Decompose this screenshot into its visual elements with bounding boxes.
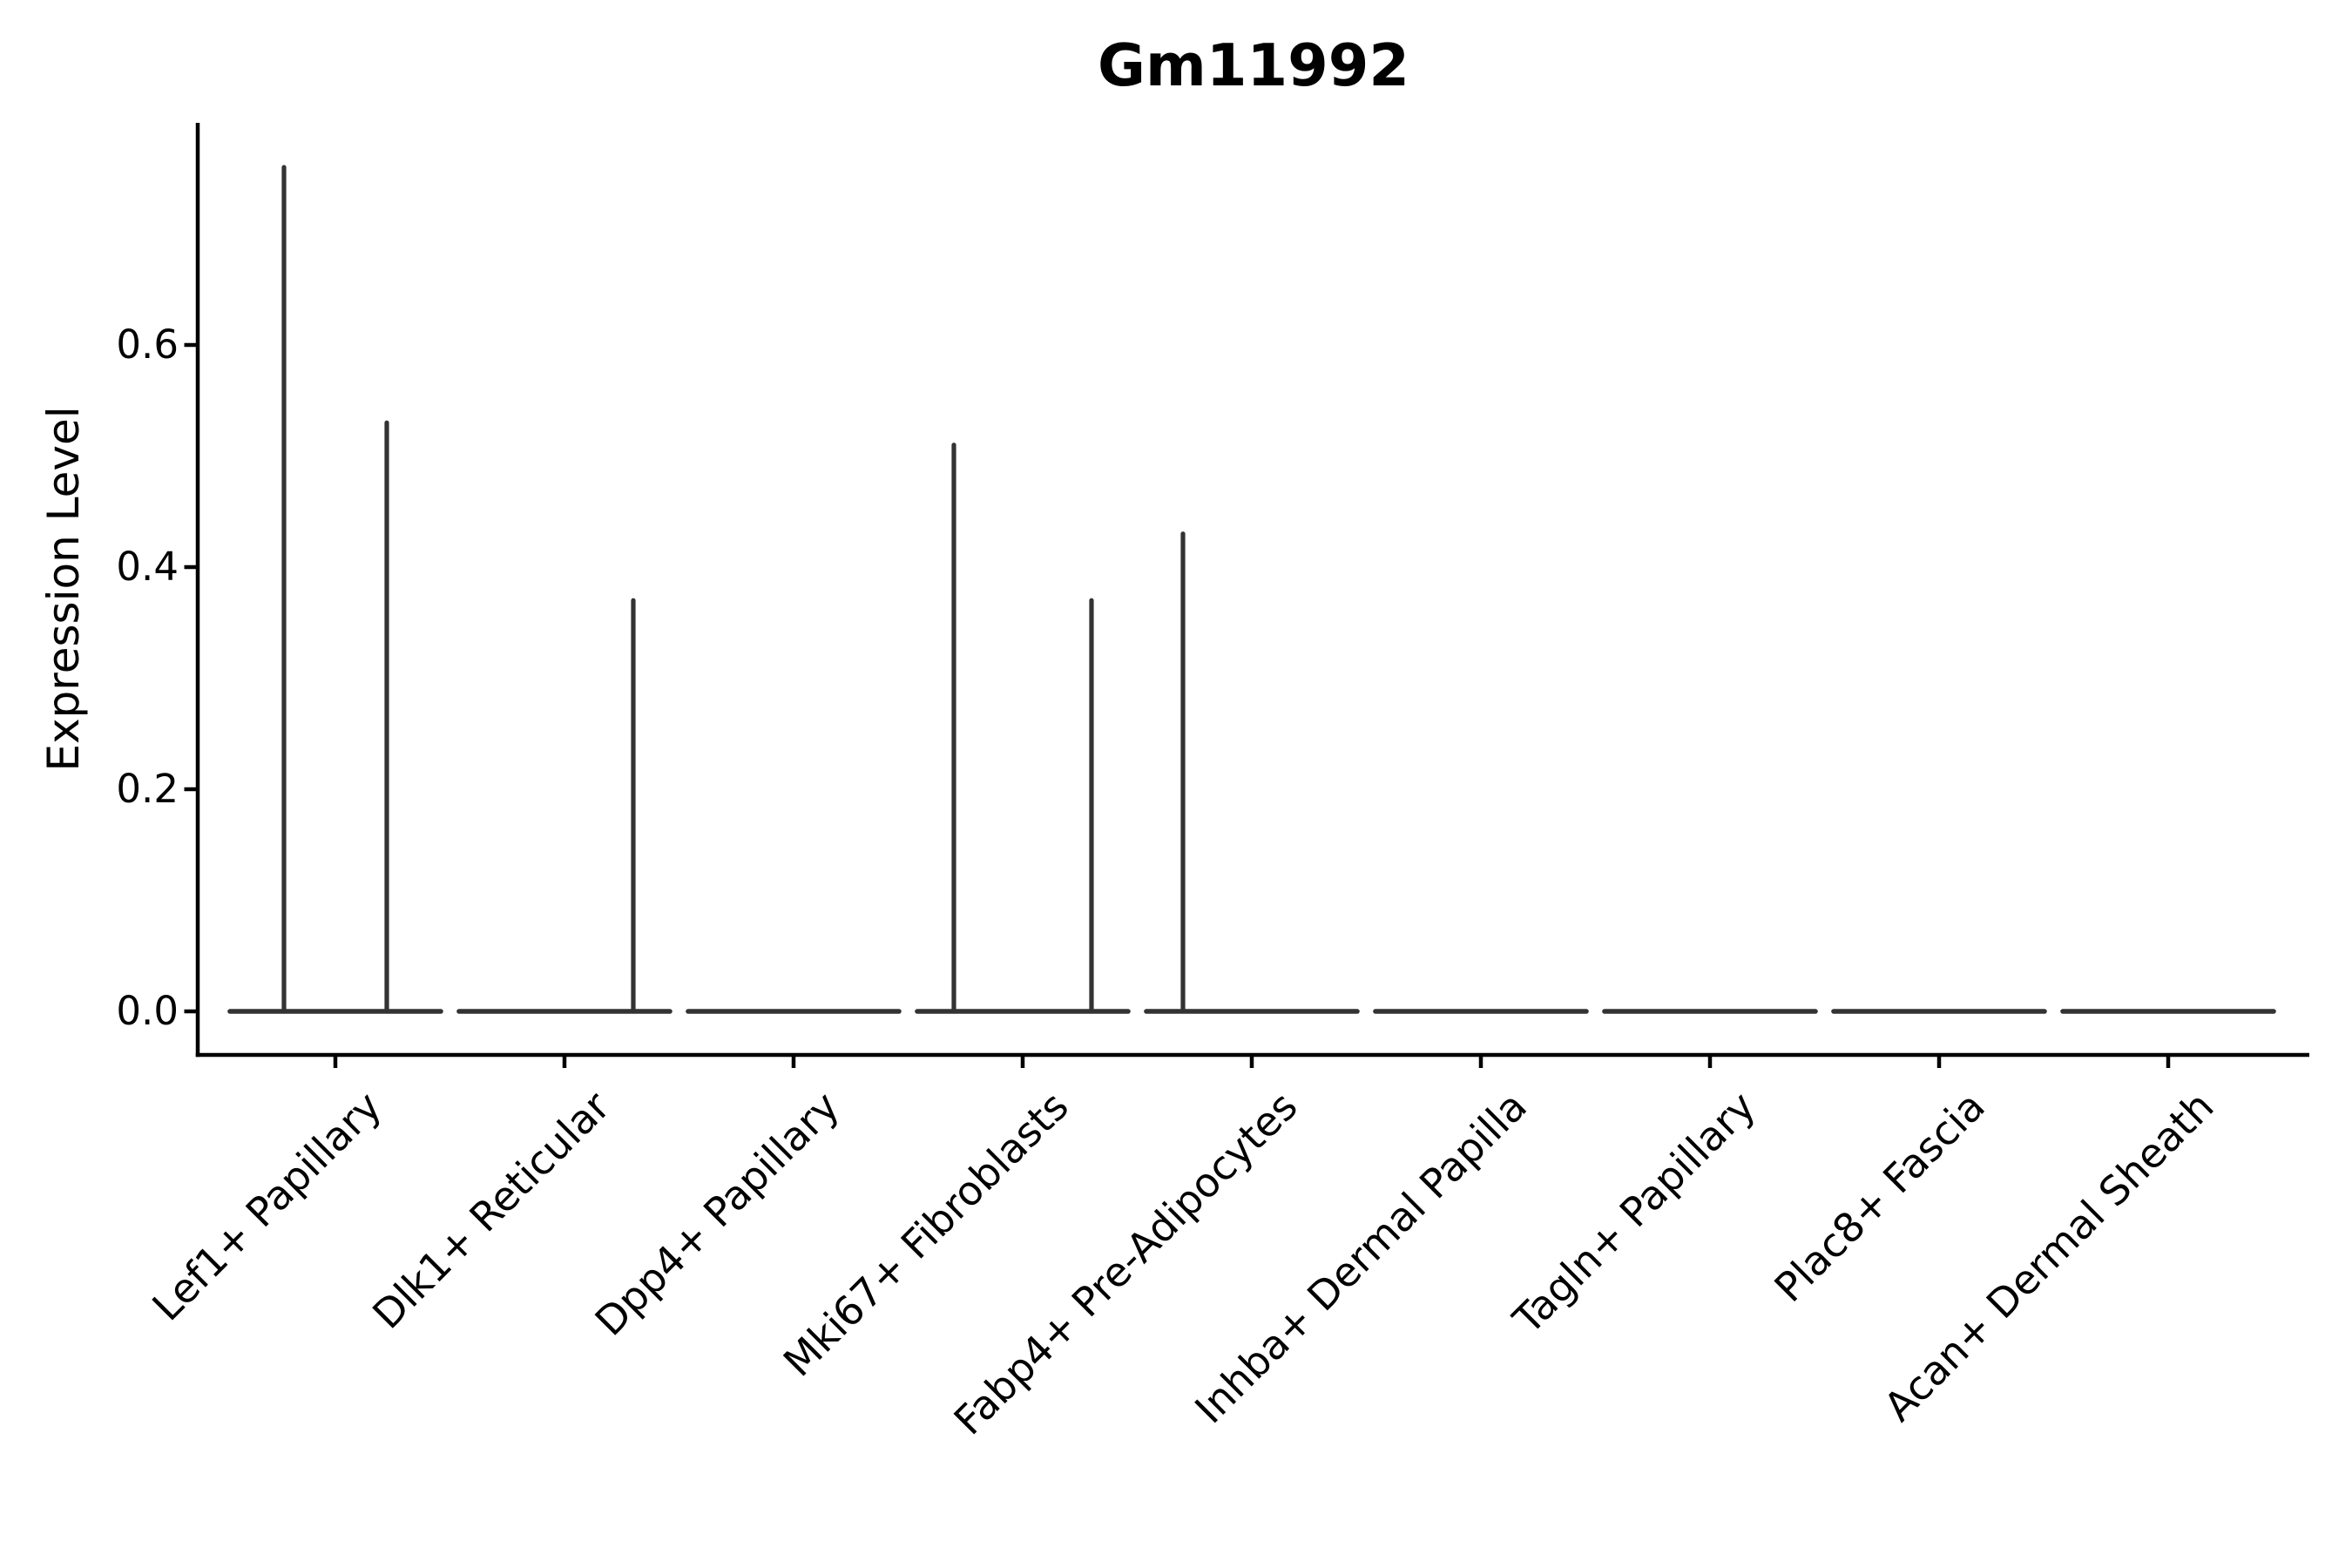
y-axis-title: Expression Level <box>38 406 89 772</box>
y-tick-label: 0.6 <box>116 321 179 368</box>
y-tick-label: 0.0 <box>116 988 179 1034</box>
y-tick-label: 0.4 <box>116 544 179 590</box>
chart-title: Gm11992 <box>1098 31 1409 99</box>
y-tick-label: 0.2 <box>116 766 179 812</box>
